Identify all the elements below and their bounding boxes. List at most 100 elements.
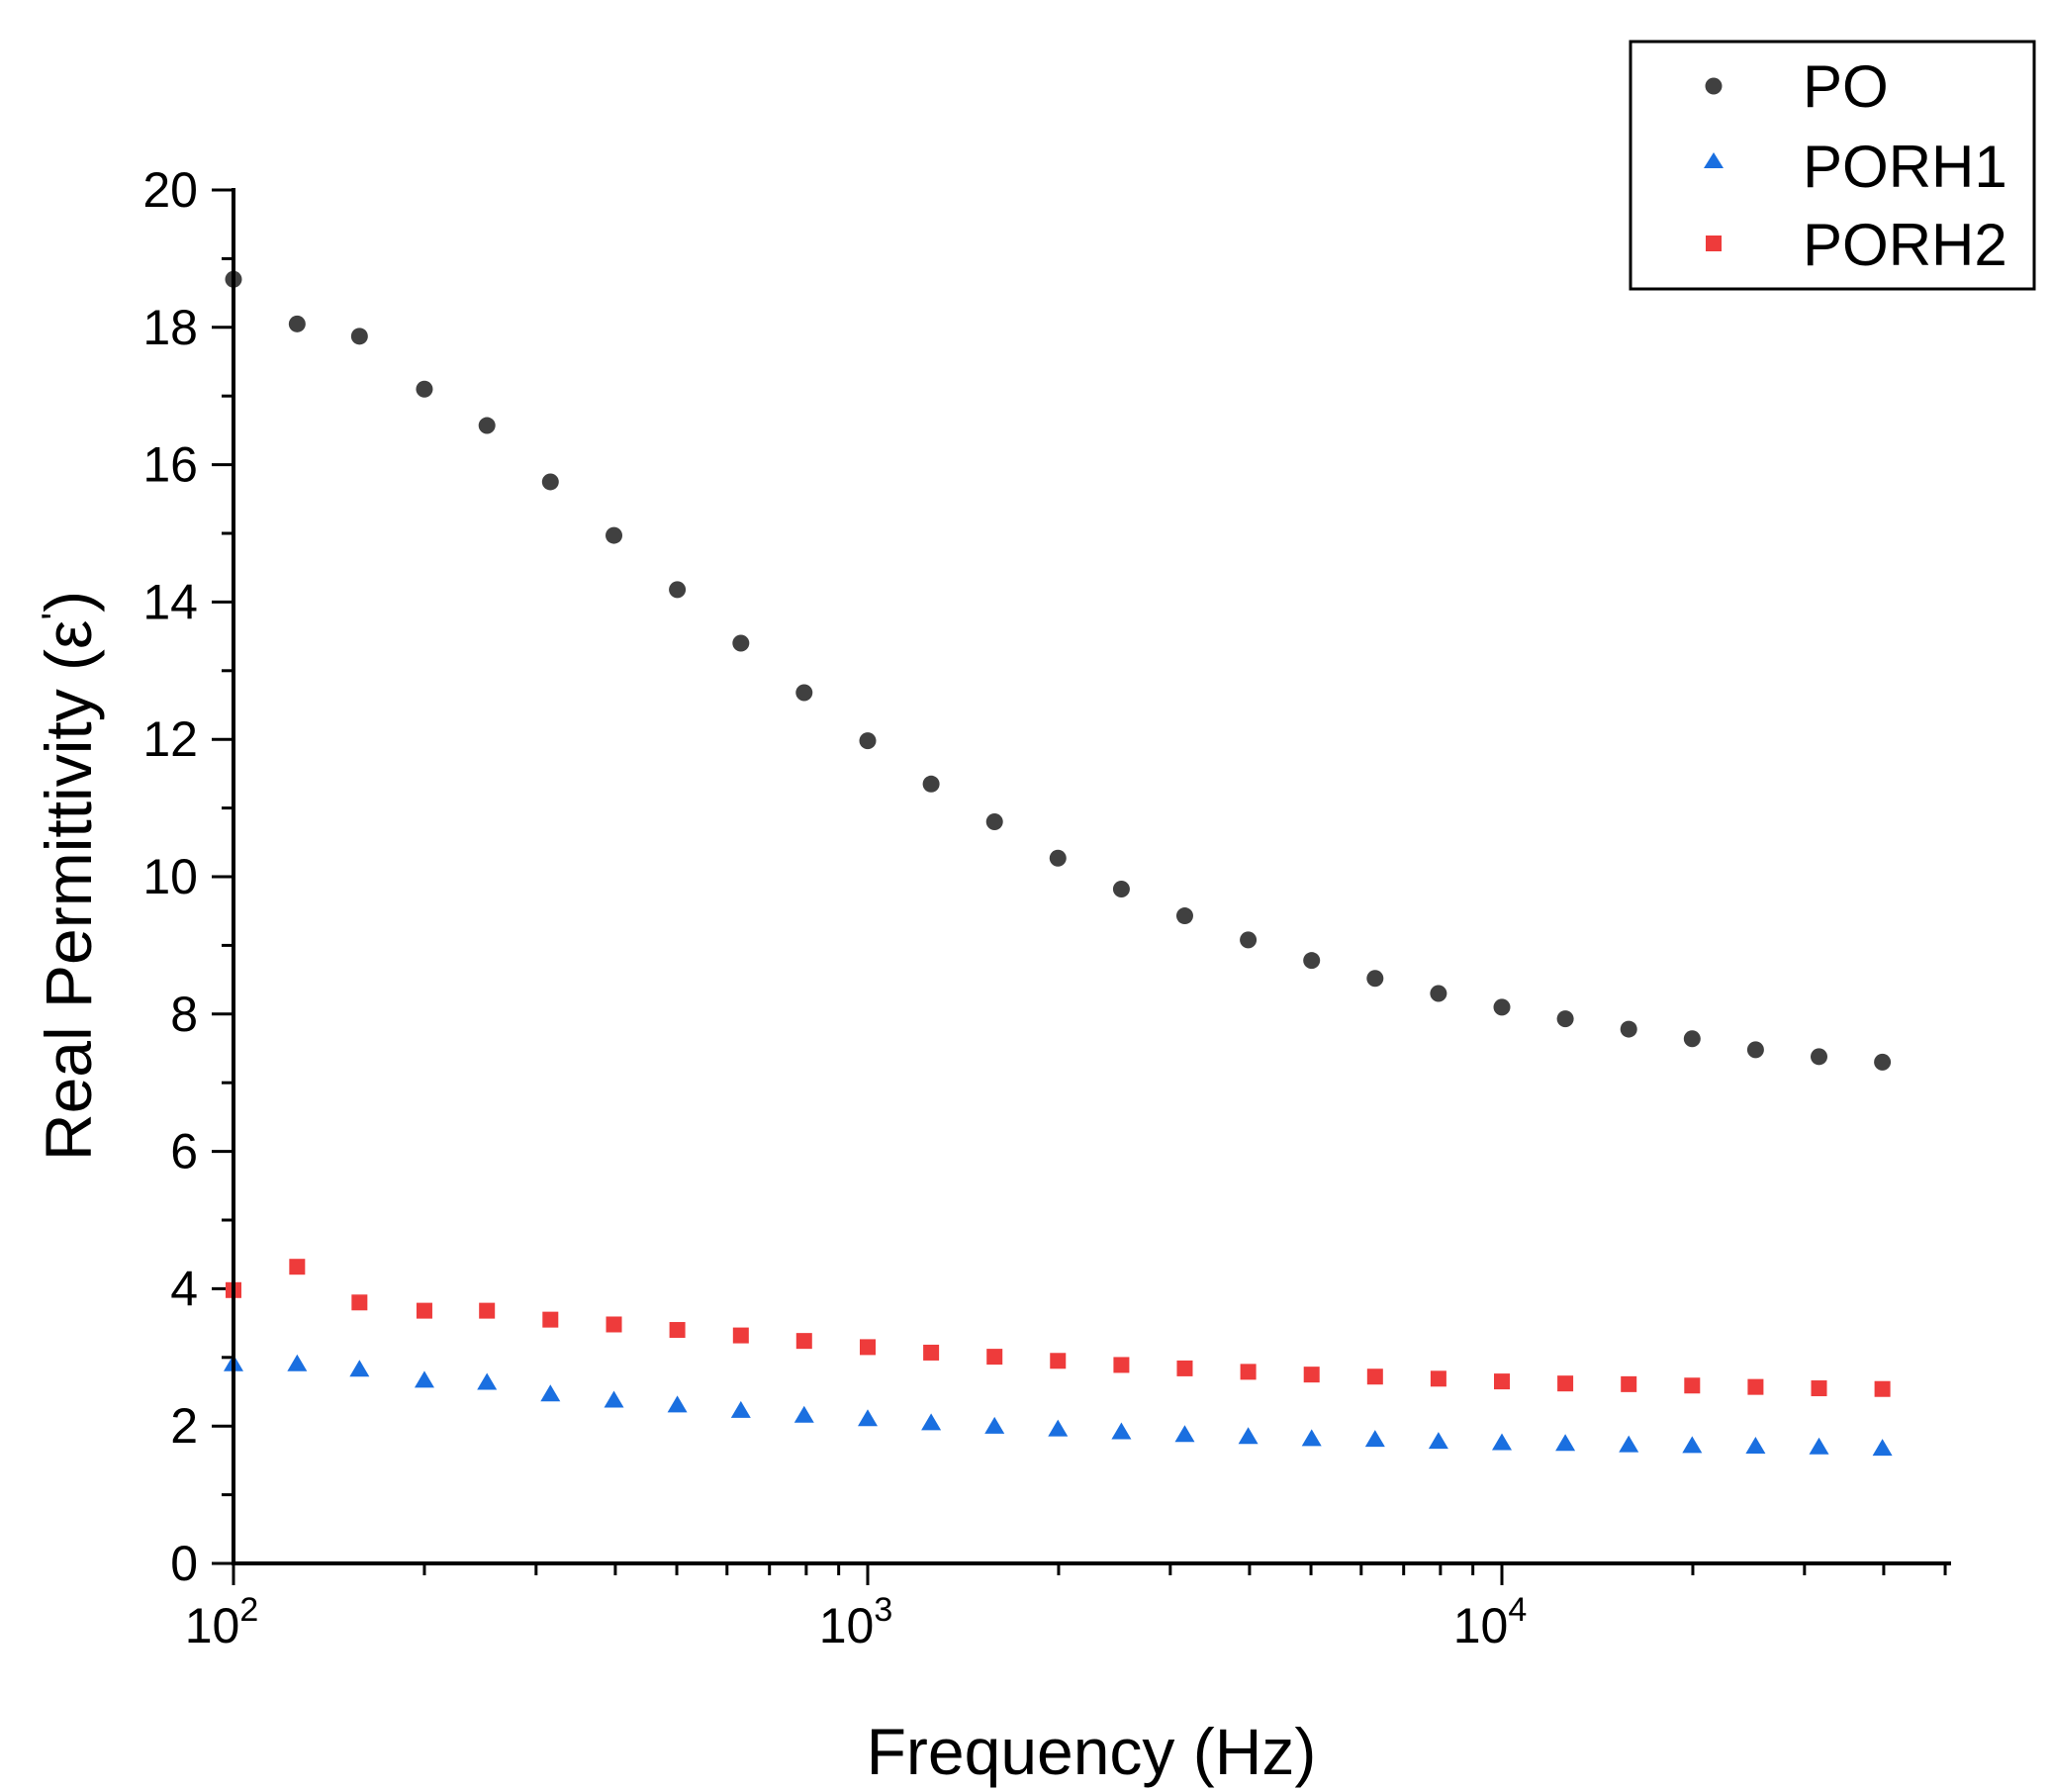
point-porh1 xyxy=(349,1360,370,1377)
y-axis-title-close: ) xyxy=(32,591,105,613)
point-porh2 xyxy=(1811,1380,1827,1397)
x-tick-label-base: 10 xyxy=(1453,1598,1509,1653)
y-tick-label: 0 xyxy=(170,1536,198,1591)
point-porh2 xyxy=(1240,1364,1257,1380)
point-porh2 xyxy=(1621,1375,1637,1392)
point-po xyxy=(669,581,687,599)
point-porh2 xyxy=(1557,1375,1574,1392)
point-porh1 xyxy=(540,1384,561,1402)
x-tick-label: 102 xyxy=(185,1591,259,1653)
y-axis-title-prime: ' xyxy=(35,613,78,620)
point-porh2 xyxy=(1747,1378,1764,1395)
legend-label-po: PO xyxy=(1803,53,1889,120)
series-porh2 xyxy=(226,1259,1891,1397)
point-porh1 xyxy=(921,1413,942,1431)
point-po xyxy=(1112,880,1130,897)
point-porh1 xyxy=(1111,1422,1132,1440)
x-tick-label-exponent: 4 xyxy=(1508,1591,1527,1629)
legend-marker-po xyxy=(1705,77,1723,95)
x-tick-label-base: 10 xyxy=(819,1598,875,1653)
point-porh1 xyxy=(1174,1425,1195,1443)
point-porh1 xyxy=(1048,1419,1069,1437)
point-po xyxy=(1175,907,1193,925)
legend-box xyxy=(1629,40,2036,291)
point-po xyxy=(1240,931,1258,949)
point-po xyxy=(922,775,940,793)
y-tick-label: 18 xyxy=(142,300,198,355)
y-axis-title-main: Real Permittivity (ε xyxy=(32,620,105,1162)
point-po xyxy=(1620,1020,1637,1038)
point-porh1 xyxy=(1682,1436,1703,1454)
point-porh2 xyxy=(1113,1357,1130,1373)
point-porh2 xyxy=(1874,1380,1891,1397)
point-po xyxy=(1049,849,1067,867)
series-po xyxy=(225,270,1892,1071)
point-po xyxy=(732,634,750,652)
point-porh1 xyxy=(667,1395,688,1413)
point-po xyxy=(478,417,496,434)
point-porh2 xyxy=(1684,1377,1701,1394)
point-po xyxy=(1366,970,1384,988)
point-porh1 xyxy=(730,1400,751,1418)
point-porh2 xyxy=(669,1322,686,1339)
y-tick-label: 20 xyxy=(142,162,198,218)
point-po xyxy=(985,812,1003,830)
point-porh2 xyxy=(479,1302,496,1319)
point-porh2 xyxy=(1176,1360,1193,1376)
point-porh2 xyxy=(1430,1370,1446,1387)
y-tick-label: 6 xyxy=(170,1124,198,1179)
point-porh1 xyxy=(1555,1434,1576,1452)
point-po xyxy=(350,328,368,345)
point-po xyxy=(1556,1010,1574,1028)
point-porh2 xyxy=(1050,1353,1067,1369)
point-po xyxy=(606,526,623,544)
point-porh1 xyxy=(477,1372,498,1390)
point-porh2 xyxy=(1494,1373,1510,1390)
point-porh2 xyxy=(351,1294,368,1311)
point-porh2 xyxy=(606,1316,622,1333)
point-porh1 xyxy=(1872,1439,1893,1457)
point-porh2 xyxy=(289,1259,306,1275)
point-porh2 xyxy=(860,1339,876,1356)
point-porh2 xyxy=(986,1349,1003,1366)
legend-label-porh1: PORH1 xyxy=(1803,134,2007,200)
point-porh2 xyxy=(416,1302,432,1319)
point-porh1 xyxy=(1619,1435,1639,1453)
point-porh1 xyxy=(1301,1429,1322,1447)
point-po xyxy=(1683,1030,1701,1048)
y-axis-title: Real Permittivity (ε') xyxy=(32,591,105,1161)
point-porh1 xyxy=(604,1390,624,1408)
point-porh1 xyxy=(1238,1427,1259,1445)
series-porh1 xyxy=(224,1354,1893,1457)
point-po xyxy=(541,473,559,491)
point-porh1 xyxy=(1364,1430,1385,1448)
x-axis-title: Frequency (Hz) xyxy=(867,1715,1317,1788)
point-porh2 xyxy=(1366,1368,1383,1385)
x-tick-label: 104 xyxy=(1453,1591,1528,1653)
legend: PO PORH1 PORH2 xyxy=(1629,40,2036,291)
y-tick-label: 10 xyxy=(142,849,198,904)
point-porh1 xyxy=(287,1354,308,1371)
point-po xyxy=(288,315,306,332)
y-tick-label: 2 xyxy=(170,1398,198,1454)
x-tick-label: 103 xyxy=(819,1591,893,1653)
point-po xyxy=(859,732,877,750)
legend-marker-porh1 xyxy=(1704,152,1724,168)
point-porh1 xyxy=(1745,1437,1766,1455)
x-tick-label-exponent: 3 xyxy=(874,1591,892,1629)
point-po xyxy=(1811,1048,1828,1066)
point-porh1 xyxy=(858,1409,878,1427)
point-po xyxy=(795,684,813,702)
point-porh1 xyxy=(984,1416,1005,1434)
point-porh2 xyxy=(732,1327,749,1344)
point-porh1 xyxy=(793,1405,814,1423)
point-po xyxy=(1493,998,1511,1016)
y-tick-label: 14 xyxy=(142,574,198,629)
point-po xyxy=(1303,952,1321,970)
point-porh1 xyxy=(1428,1432,1448,1450)
point-porh2 xyxy=(795,1333,812,1350)
x-tick-label-base: 10 xyxy=(185,1598,240,1653)
point-po xyxy=(416,380,433,398)
